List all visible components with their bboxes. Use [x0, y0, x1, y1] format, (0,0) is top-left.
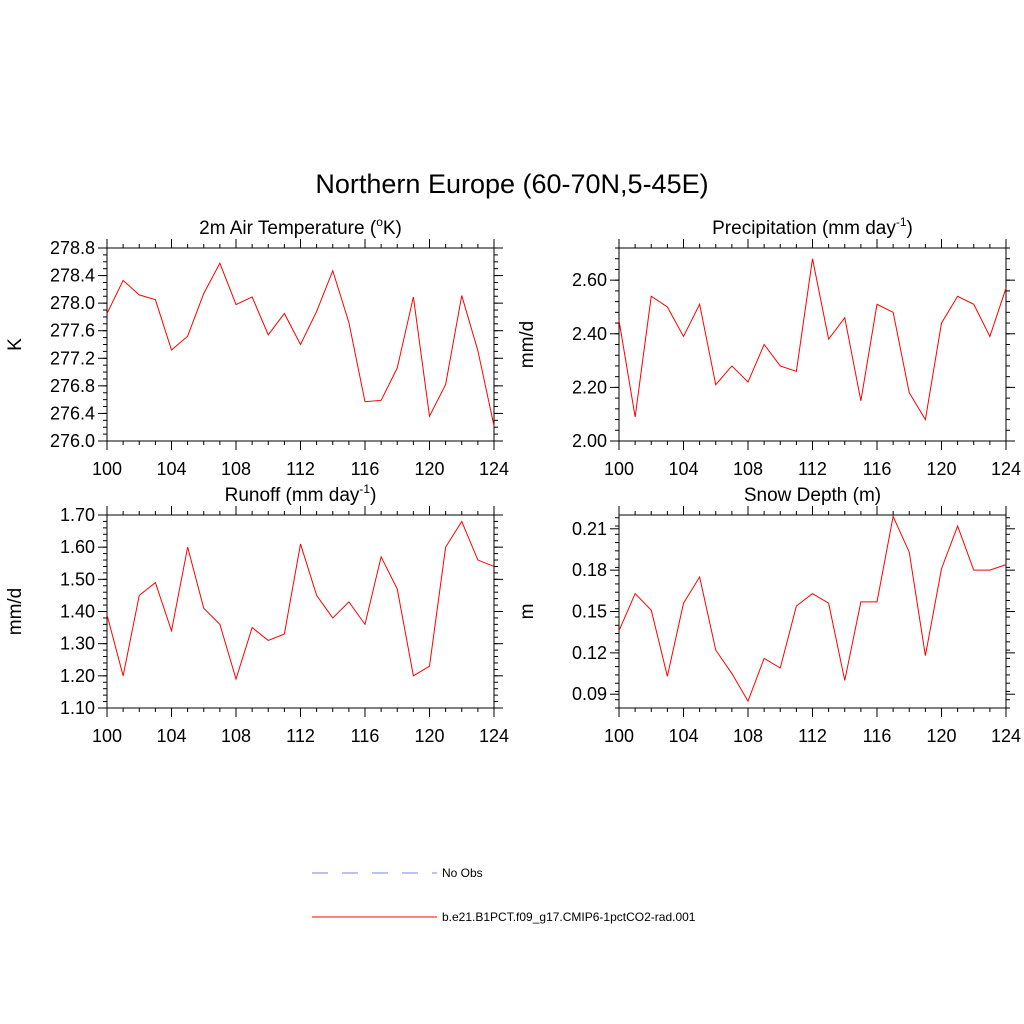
- snow-depth-x-tick-label: 100: [604, 726, 634, 746]
- runoff-x-tick-label: 108: [221, 726, 251, 746]
- temperature-series-line: [106, 261, 495, 426]
- temperature-x-tick-label: 124: [479, 459, 509, 479]
- panel-precipitation: 100 104 108 112 116 120 124 2.00 2.20 2.40 2.60 Pre…: [517, 215, 1021, 479]
- temperature-y-tick-label: 276.8: [50, 376, 95, 396]
- temperature-y-tick-label: 277.2: [50, 348, 95, 368]
- panel-runoff: 100 104 108 112 116 120 124 1.10 1.20 1.30 1.40 1.5…: [5, 482, 509, 746]
- snow-depth-x-tick-label: 112: [798, 726, 827, 746]
- panels-group: 100 104 108 112 116 120 124 276.0 276.4 276.8 277.…: [5, 215, 1021, 746]
- precipitation-x-tick-label: 100: [604, 459, 634, 479]
- runoff-x-tick-label: 120: [414, 726, 444, 746]
- precipitation-x-tick-label: 124: [991, 459, 1021, 479]
- snow-depth-x-tick-label: 108: [733, 726, 763, 746]
- precipitation-panel-title-tail: ): [907, 218, 913, 239]
- runoff-y-tick-label: 1.60: [60, 537, 95, 557]
- snow-depth-x-tick-label: 124: [991, 726, 1021, 746]
- precipitation-x-tick-label: 104: [668, 459, 698, 479]
- snow-depth-y-tick-label: 0.12: [572, 643, 607, 663]
- temperature-x-tick-label: 100: [92, 459, 122, 479]
- temperature-y-tick-label: 276.4: [50, 403, 95, 423]
- runoff-panel-title-tail: ): [370, 485, 376, 506]
- legend-label-no-obs: No Obs: [442, 866, 483, 880]
- runoff-y-tick-label: 1.20: [60, 666, 95, 686]
- snow-depth-x-tick-label: 120: [926, 726, 956, 746]
- temperature-x-tick-label: 104: [156, 459, 186, 479]
- snow-depth-panel-title-main: Snow Depth (m): [744, 485, 881, 506]
- snow-depth-y-tick-label: 0.18: [572, 560, 607, 580]
- snow-depth-series-line: [618, 514, 1007, 703]
- runoff-series-line: [106, 520, 495, 681]
- temperature-y-axis-label: K: [5, 338, 26, 351]
- precipitation-x-tick-label: 116: [863, 459, 892, 479]
- figure-title: Northern Europe (60-70N,5-45E): [315, 169, 708, 199]
- snow-depth-panel-title: Snow Depth (m): [744, 485, 881, 506]
- legend-label-model: b.e21.B1PCT.f09_g17.CMIP6-1pctCO2-rad.00…: [442, 910, 696, 924]
- precipitation-x-tick-label: 108: [733, 459, 763, 479]
- precipitation-panel-title-sup: -1: [896, 215, 907, 229]
- snow-depth-x-tick-label: 116: [863, 726, 892, 746]
- precipitation-plot-frame: [618, 247, 1007, 442]
- precipitation-x-tick-label: 112: [798, 459, 827, 479]
- temperature-x-tick-label: 108: [221, 459, 251, 479]
- runoff-y-tick-label: 1.40: [60, 602, 95, 622]
- precipitation-x-tick-label: 120: [926, 459, 956, 479]
- precipitation-y-tick-label: 2.60: [572, 270, 607, 290]
- temperature-panel-title-main: 2m Air Temperature (: [199, 218, 377, 239]
- legend: No Obs b.e21.B1PCT.f09_g17.CMIP6-1pctCO2…: [312, 866, 696, 924]
- temperature-x-tick-label: 120: [414, 459, 444, 479]
- runoff-x-tick-label: 116: [351, 726, 380, 746]
- temperature-y-tick-label: 278.4: [50, 266, 95, 286]
- runoff-panel-title: Runoff (mm day-1): [225, 482, 377, 506]
- temperature-panel-title-tail: K): [383, 218, 402, 239]
- runoff-panel-title-main: Runoff (mm day: [225, 485, 360, 506]
- temperature-y-tick-label: 276.0: [50, 431, 95, 451]
- runoff-y-tick-label: 1.70: [60, 505, 95, 525]
- snow-depth-y-tick-label: 0.21: [572, 519, 607, 539]
- runoff-x-tick-label: 112: [286, 726, 315, 746]
- runoff-x-tick-label: 100: [92, 726, 122, 746]
- precipitation-series-line: [618, 258, 1007, 421]
- runoff-x-tick-label: 124: [479, 726, 509, 746]
- snow-depth-x-tick-label: 104: [668, 726, 698, 746]
- runoff-x-tick-label: 104: [156, 726, 186, 746]
- snow-depth-y-tick-label: 0.15: [572, 602, 607, 622]
- runoff-y-axis-label: mm/d: [5, 588, 26, 636]
- precipitation-y-tick-label: 2.00: [572, 431, 607, 451]
- runoff-panel-title-sup: -1: [359, 482, 370, 496]
- snow-depth-y-axis-label: m: [517, 604, 538, 620]
- temperature-y-tick-label: 277.6: [50, 321, 95, 341]
- precipitation-y-tick-label: 2.20: [572, 377, 607, 397]
- runoff-y-tick-label: 1.10: [60, 698, 95, 718]
- precipitation-y-tick-label: 2.40: [572, 324, 607, 344]
- temperature-y-tick-label: 278.8: [50, 238, 95, 258]
- temperature-panel-title: 2m Air Temperature (oK): [199, 215, 402, 239]
- precipitation-y-axis-label: mm/d: [517, 321, 538, 369]
- temperature-x-tick-label: 112: [286, 459, 315, 479]
- panel-temperature: 100 104 108 112 116 120 124 276.0 276.4 276.8 277.…: [5, 215, 509, 479]
- precipitation-panel-title-main: Precipitation (mm day: [712, 218, 896, 239]
- temperature-y-tick-label: 278.0: [50, 293, 95, 313]
- runoff-y-tick-label: 1.30: [60, 634, 95, 654]
- temperature-x-tick-label: 116: [351, 459, 380, 479]
- temperature-panel-title-sup: o: [376, 215, 383, 229]
- panel-snow-depth: 100 104 108 112 116 120 124 0.09 0.12 0.15 0.18 0.2…: [517, 485, 1021, 746]
- runoff-y-tick-label: 1.50: [60, 569, 95, 589]
- precipitation-panel-title: Precipitation (mm day-1): [712, 215, 913, 239]
- snow-depth-y-tick-label: 0.09: [572, 684, 607, 704]
- snow-depth-plot-frame: [618, 514, 1007, 709]
